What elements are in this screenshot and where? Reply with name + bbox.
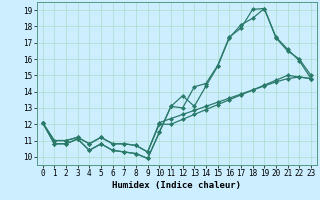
X-axis label: Humidex (Indice chaleur): Humidex (Indice chaleur)	[112, 181, 241, 190]
